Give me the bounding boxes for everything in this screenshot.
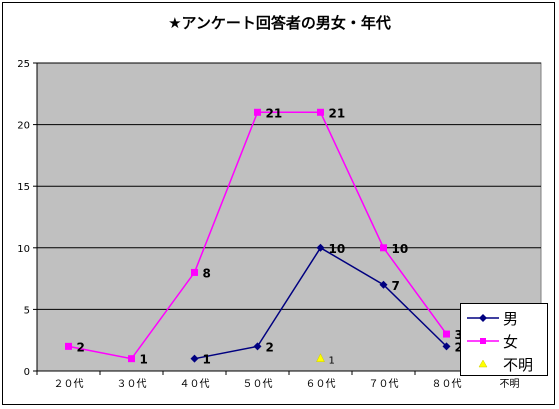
x-tick-label-1: ３０代	[117, 378, 147, 390]
point-s0-6	[442, 342, 451, 351]
x-tick-label-0: ２０代	[54, 378, 84, 390]
x-tick-label-3: ５０代	[243, 378, 273, 390]
legend-label-female: 女	[503, 333, 519, 351]
legend-item-female: 女	[461, 330, 547, 352]
data-label-s0-6: 2	[455, 340, 463, 354]
data-label-s0-5: 7	[392, 279, 400, 293]
y-tick-label-0: 0	[24, 367, 30, 378]
x-tick-label-4: ６０代	[306, 378, 336, 390]
data-label-s0-3: 2	[266, 340, 274, 354]
data-label-s1-0: 2	[77, 340, 85, 354]
point-s1-1	[128, 355, 135, 363]
point-s1-0	[65, 342, 72, 350]
y-tick-label-20: 20	[17, 121, 30, 132]
data-label-s1-2: 8	[203, 266, 211, 280]
point-s0-3	[253, 342, 262, 351]
data-label-s1-1: 1	[140, 353, 148, 367]
y-tick-label-10: 10	[17, 244, 30, 255]
x-tick-label-5: ７０代	[369, 378, 399, 390]
point-s2-4	[316, 353, 325, 362]
point-s1-3	[254, 108, 261, 116]
data-label-s2-4: 1	[329, 356, 335, 367]
plot-area	[36, 62, 542, 372]
legend-item-male: 男	[461, 307, 547, 329]
data-label-s0-2: 1	[203, 353, 211, 367]
legend-swatch-male	[467, 314, 499, 322]
point-s0-5	[379, 280, 388, 289]
data-label-s0-4: 10	[329, 242, 346, 256]
data-label-s1-4: 21	[329, 106, 346, 120]
legend-label-unknown: 不明	[503, 356, 534, 374]
y-tick-label-15: 15	[17, 182, 30, 193]
legend-swatch-unknown	[478, 359, 488, 368]
data-label-s1-6: 3	[455, 328, 463, 342]
chart-title: ★アンケート回答者の男女・年代	[168, 14, 391, 32]
x-tick-label-6: ８０代	[432, 378, 462, 390]
data-label-s1-3: 21	[266, 106, 283, 120]
point-s1-6	[443, 330, 450, 338]
legend: 男 女 不明	[460, 303, 548, 376]
point-s1-4	[317, 108, 324, 116]
y-tick-label-5: 5	[24, 305, 30, 316]
point-s1-5	[380, 244, 387, 252]
point-s0-2	[190, 354, 199, 363]
point-s0-4	[316, 243, 325, 252]
legend-swatch-female	[467, 338, 499, 344]
point-s1-2	[191, 268, 198, 276]
x-tick-label-7: 不明	[500, 378, 520, 390]
legend-item-unknown: 不明	[461, 353, 547, 375]
legend-label-male: 男	[503, 310, 519, 328]
x-tick-label-2: ４０代	[180, 378, 210, 390]
y-tick-label-25: 25	[17, 59, 30, 70]
data-label-s1-5: 10	[392, 242, 409, 256]
